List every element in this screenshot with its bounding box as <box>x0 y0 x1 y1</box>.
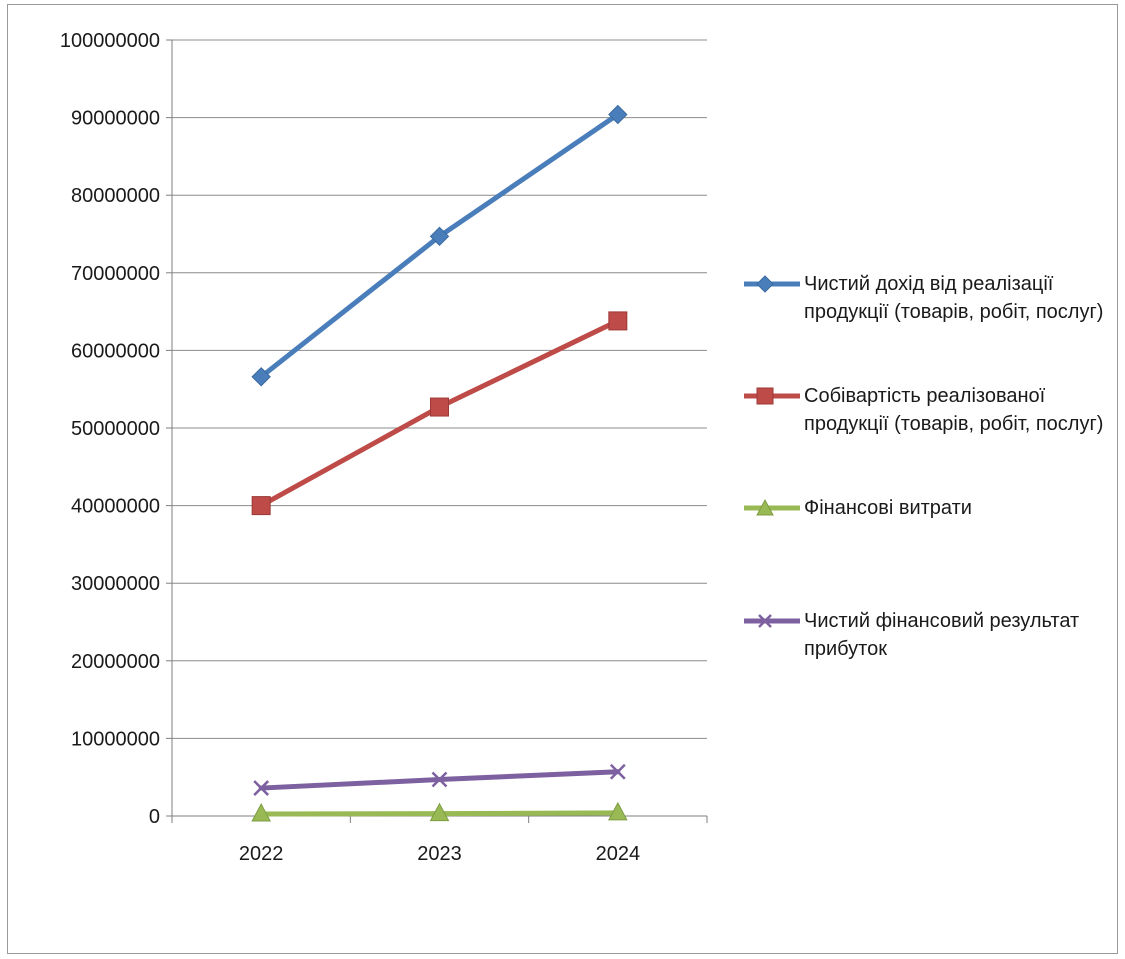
y-tick-label: 30000000 <box>71 573 160 595</box>
chart-frame <box>7 4 1118 954</box>
y-tick-label: 80000000 <box>71 185 160 207</box>
legend-label-financial-expenses: Фінансові витрати <box>804 497 972 519</box>
y-tick-label: 60000000 <box>71 340 160 362</box>
data-point-3 <box>253 780 270 796</box>
data-point-1 <box>608 311 628 331</box>
data-point-2 <box>608 801 628 821</box>
legend-label-net-profit: Чистий фінансовий результат прибуток <box>804 610 1080 660</box>
x-tick-label: 2024 <box>596 843 641 865</box>
legend-marker-diamond-icon <box>744 275 800 293</box>
legend-marker-square-icon <box>744 387 800 405</box>
data-point-0 <box>608 104 628 125</box>
data-point-1 <box>251 496 271 516</box>
y-tick-label: 20000000 <box>71 651 160 673</box>
y-tick-label: 10000000 <box>71 728 160 750</box>
data-point-3 <box>431 771 448 788</box>
data-point-2 <box>251 802 271 822</box>
y-tick-label: 50000000 <box>71 418 160 440</box>
data-point-0 <box>251 367 271 387</box>
y-tick-label: 40000000 <box>71 496 160 518</box>
legend-marker-x-icon <box>744 614 800 628</box>
legend-marker-triangle-icon <box>744 498 800 516</box>
legend-label-cost: Собівартість реалізованої продукції (тов… <box>804 385 1104 435</box>
data-point-3 <box>609 763 626 780</box>
y-tick-label: 70000000 <box>71 263 160 285</box>
y-tick-label: 90000000 <box>71 108 160 130</box>
data-point-0 <box>429 226 450 247</box>
legend-label-revenue: Чистий дохід від реалізації продукції (т… <box>804 273 1104 323</box>
x-tick-label: 2023 <box>417 843 462 865</box>
y-tick-label: 100000000 <box>60 30 160 52</box>
data-point-1 <box>430 397 449 417</box>
y-tick-label: 0 <box>149 806 160 828</box>
x-tick-label: 2022 <box>239 843 284 865</box>
data-point-2 <box>429 802 450 822</box>
